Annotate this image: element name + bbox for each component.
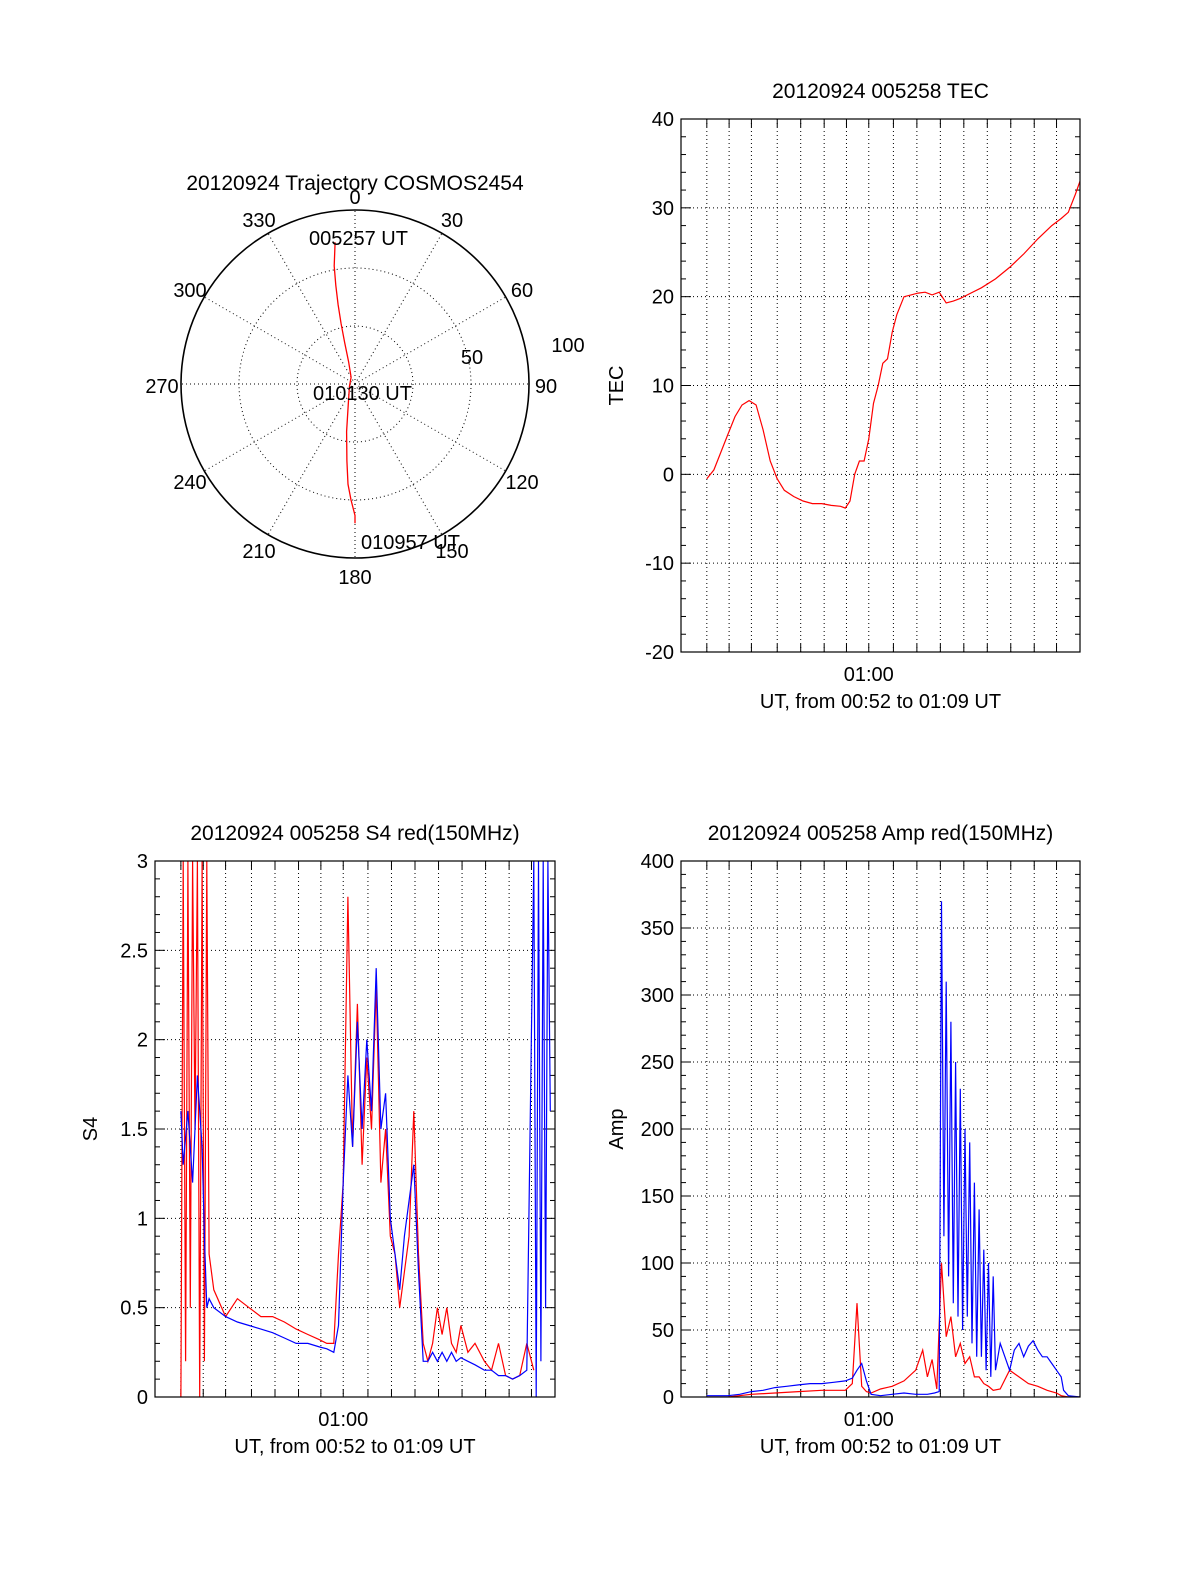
tec-title: 20120924 005258 TEC: [772, 80, 989, 103]
annotation-end-time: 010957 UT: [361, 532, 460, 554]
azimuth-spoke: [354, 296, 506, 385]
y-tick-label: 0: [663, 1387, 674, 1409]
x-tick-label: 01:00: [844, 664, 894, 686]
y-tick-label: 0: [663, 464, 674, 486]
azimuth-spoke: [204, 296, 356, 385]
y-tick-label: 150: [641, 1186, 674, 1208]
y-tick-label: 3: [137, 851, 148, 873]
y-tick-label: 100: [641, 1253, 674, 1275]
azimuth-label: 330: [242, 210, 275, 232]
azimuth-spoke: [354, 233, 443, 385]
azimuth-spoke: [267, 233, 356, 385]
x-tick-label: 01:00: [318, 1409, 368, 1431]
series-line-red: [706, 1262, 1080, 1397]
y-tick-label: 40: [652, 109, 674, 131]
azimuth-label: 180: [338, 567, 371, 589]
y-tick-label: 2: [137, 1030, 148, 1052]
plot-frame: [680, 118, 1081, 653]
y-tick-label: 1: [137, 1208, 148, 1230]
tec-panel: 20120924 005258 TEC UT, from 00:52 to 01…: [606, 80, 1081, 713]
y-tick-label: 30: [652, 198, 674, 220]
y-tick-label: 200: [641, 1119, 674, 1141]
azimuth-label: 300: [173, 280, 206, 302]
series-line-red: [180, 861, 535, 1397]
y-tick-label: 2.5: [120, 940, 148, 962]
x-tick-label: 01:00: [844, 1409, 894, 1431]
annotation-mid-time: 010130 UT: [313, 383, 412, 405]
y-tick-label: 250: [641, 1052, 674, 1074]
y-tick-label: 20: [652, 287, 674, 309]
s4-xlabel: UT, from 00:52 to 01:09 UT: [234, 1436, 475, 1458]
y-tick-label: 50: [652, 1320, 674, 1342]
series-line-red: [706, 181, 1080, 509]
s4-title: 20120924 005258 S4 red(150MHz): [190, 822, 519, 845]
azimuth-label: 150: [435, 541, 468, 563]
s4-panel: 20120924 005258 S4 red(150MHz) UT, from …: [80, 822, 556, 1458]
radial-label: 100: [551, 335, 584, 357]
y-tick-label: 1.5: [120, 1119, 148, 1141]
amp-xlabel: UT, from 00:52 to 01:09 UT: [760, 1436, 1001, 1458]
azimuth-label: 120: [505, 472, 538, 494]
plot-frame: [154, 860, 556, 1398]
azimuth-label: 0: [349, 187, 360, 209]
amp-panel: 20120924 005258 Amp red(150MHz) UT, from…: [606, 822, 1081, 1458]
s4-ylabel: S4: [80, 1117, 102, 1141]
azimuth-label: 90: [535, 376, 557, 398]
y-tick-label: 300: [641, 985, 674, 1007]
y-tick-label: 400: [641, 851, 674, 873]
y-tick-label: 0: [137, 1387, 148, 1409]
series-line-blue: [706, 901, 1080, 1397]
amp-title: 20120924 005258 Amp red(150MHz): [708, 822, 1054, 845]
horizon-circle: [180, 209, 530, 559]
azimuth-spoke: [354, 383, 506, 472]
azimuth-label: 60: [511, 280, 533, 302]
azimuth-label: 30: [441, 210, 463, 232]
y-tick-label: 0.5: [120, 1298, 148, 1320]
azimuth-spoke: [204, 383, 356, 472]
azimuth-spoke: [267, 383, 356, 535]
trajectory-line: [333, 242, 356, 524]
azimuth-label: 210: [242, 541, 275, 563]
radial-label: 50: [461, 347, 483, 369]
amp-ylabel: Amp: [606, 1108, 628, 1149]
y-tick-label: 10: [652, 376, 674, 398]
tec-xlabel: UT, from 00:52 to 01:09 UT: [760, 691, 1001, 713]
azimuth-label: 240: [173, 472, 206, 494]
series-line-blue: [180, 861, 551, 1397]
range-ring: [296, 325, 414, 443]
annotation-start-time: 005257 UT: [309, 228, 408, 250]
trajectory-polar-panel: 20120924 Trajectory COSMOS2454 0 30 60 90 12…: [145, 172, 584, 589]
y-tick-label: -10: [645, 553, 674, 575]
azimuth-label: 270: [145, 376, 178, 398]
y-tick-label: -20: [645, 642, 674, 664]
plot-frame: [680, 860, 1081, 1398]
azimuth-spoke: [354, 383, 443, 535]
y-tick-label: 350: [641, 918, 674, 940]
tec-ylabel: TEC: [606, 366, 628, 406]
polar-title: 20120924 Trajectory COSMOS2454: [186, 172, 524, 195]
